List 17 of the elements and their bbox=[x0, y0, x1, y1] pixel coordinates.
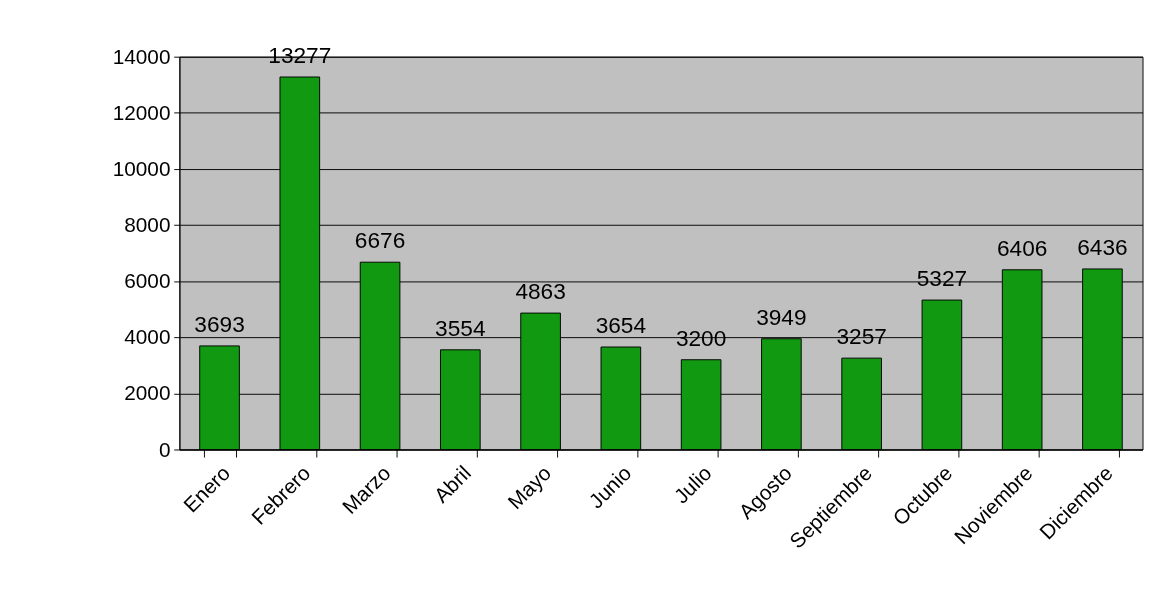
y-tick-label: 14000 bbox=[112, 44, 171, 68]
data-label: 3554 bbox=[435, 314, 486, 341]
data-label: 3949 bbox=[756, 303, 807, 330]
data-label: 3654 bbox=[595, 311, 647, 338]
y-tick-label: 4000 bbox=[124, 325, 171, 349]
data-label: 4863 bbox=[515, 277, 566, 304]
y-tick-label: 8000 bbox=[124, 213, 171, 237]
y-tick-label: 2000 bbox=[124, 381, 171, 405]
x-tick-label: Julio bbox=[669, 461, 716, 508]
data-label: 3693 bbox=[194, 310, 245, 337]
data-label: 6406 bbox=[996, 234, 1048, 261]
y-tick-label: 10000 bbox=[112, 157, 171, 181]
y-tick-label: 0 bbox=[158, 437, 171, 461]
data-label: 6676 bbox=[354, 227, 406, 254]
y-tick-label: 6000 bbox=[124, 269, 171, 293]
y-tick-label: 12000 bbox=[112, 100, 171, 124]
data-label: 6436 bbox=[1077, 233, 1128, 260]
